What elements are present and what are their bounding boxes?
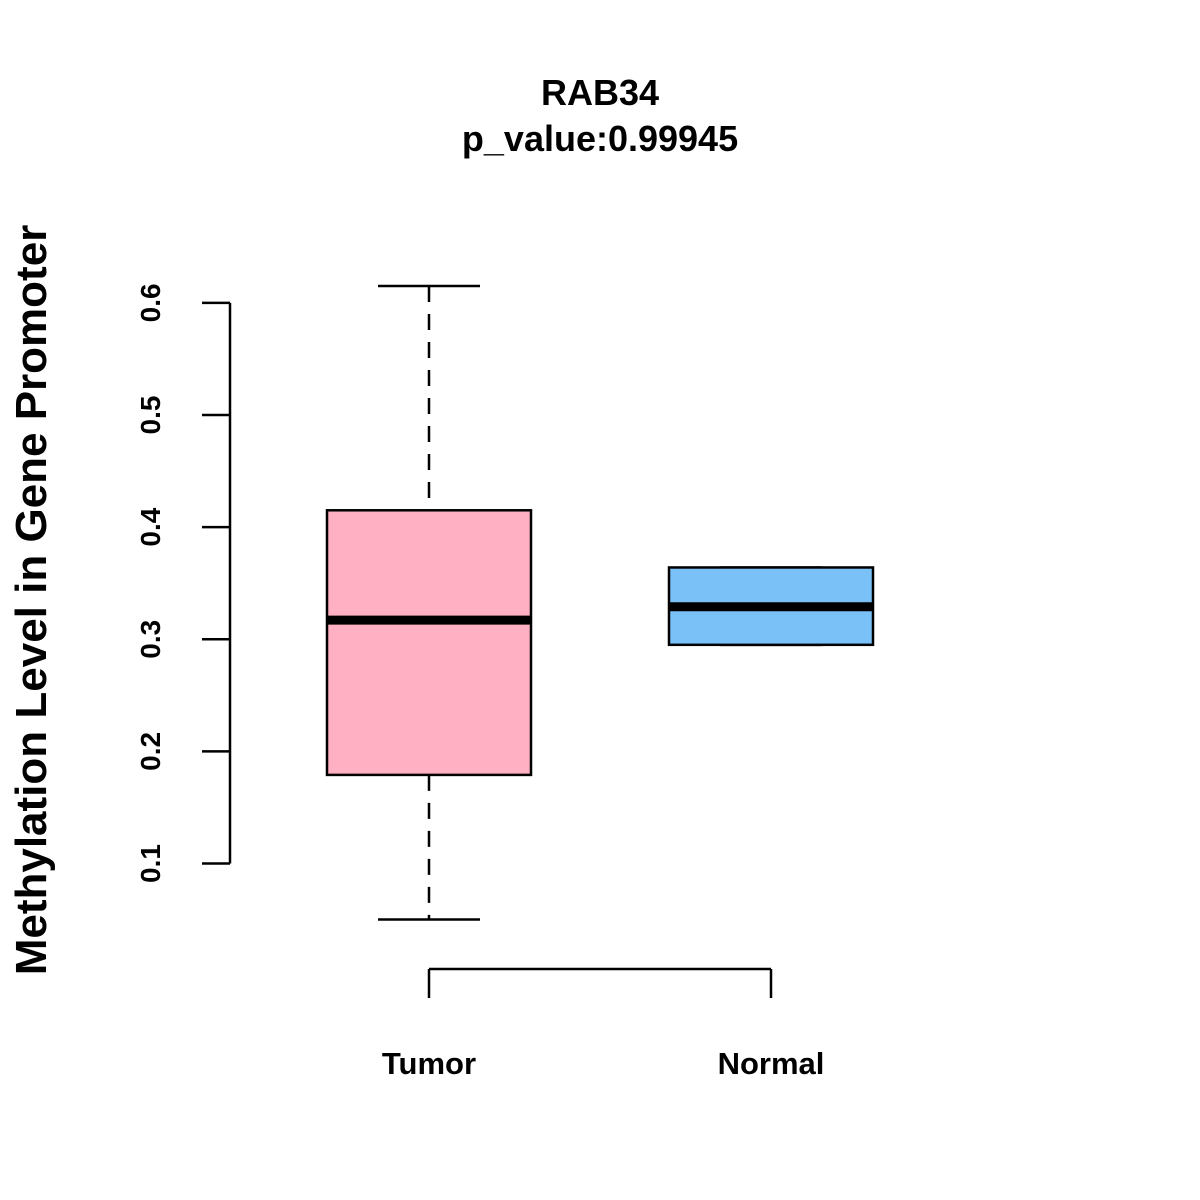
y-tick-label: 0.5: [135, 396, 166, 435]
box-iqr: [325, 509, 533, 777]
box-group-tumor: [325, 284, 533, 921]
y-tick-label: 0.6: [135, 283, 166, 322]
box-group-normal: [667, 566, 875, 647]
chart-subtitle: p_value:0.99945: [462, 118, 738, 159]
x-axis: Tumor Normal: [382, 967, 825, 1081]
y-axis-label: Methylation Level in Gene Promoter: [7, 225, 56, 976]
boxes: [325, 284, 875, 921]
x-tick-label-normal: Normal: [718, 1046, 825, 1081]
y-tick-label: 0.4: [135, 507, 166, 546]
x-tick-label-tumor: Tumor: [382, 1046, 476, 1081]
y-axis: 0.1 0.2 0.3 0.4 0.5 0.6: [135, 283, 232, 883]
y-tick-label: 0.3: [135, 620, 166, 659]
y-tick-label: 0.1: [135, 844, 166, 883]
y-tick-label: 0.2: [135, 732, 166, 771]
chart-title: RAB34: [541, 72, 659, 113]
